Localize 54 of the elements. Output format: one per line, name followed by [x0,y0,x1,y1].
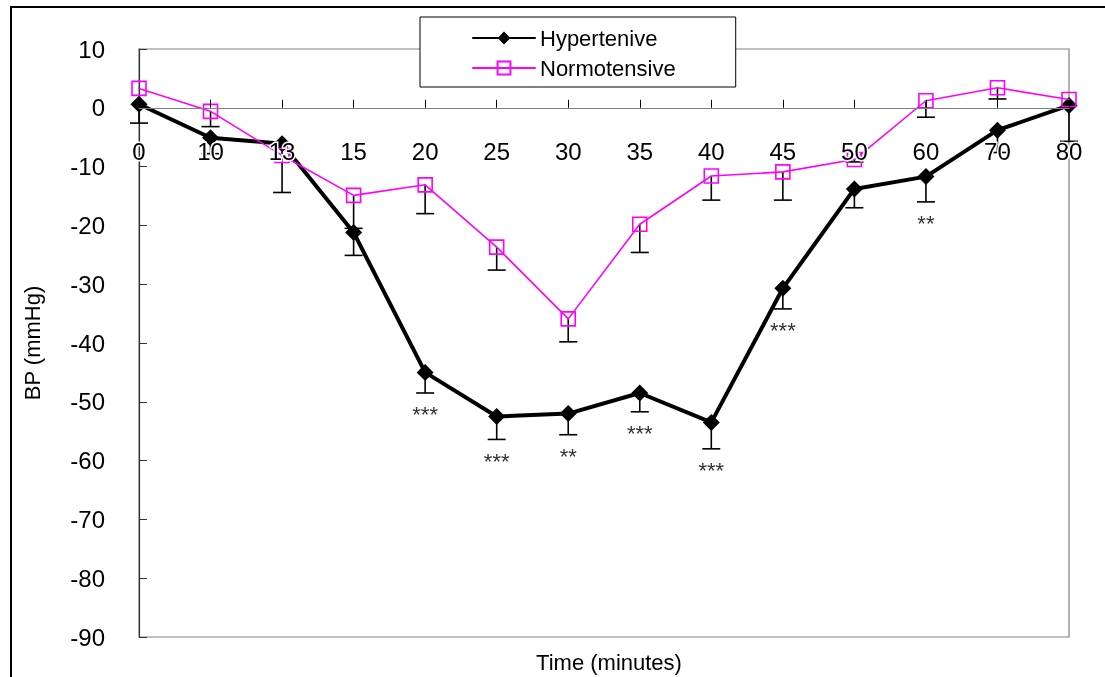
point [488,408,506,425]
point [345,223,363,241]
point [917,168,935,186]
point [488,239,505,255]
point [845,180,863,198]
point [560,311,577,327]
annotation: *** [626,421,654,447]
legend-label: Normotensive [540,55,676,81]
point [989,80,1006,96]
x-tick-label: 60 [912,138,940,166]
y-axis-title: BP (mmHg) [19,285,45,401]
point [131,80,147,97]
point [130,95,148,113]
point [345,187,362,204]
point [1061,91,1077,108]
point [417,177,433,193]
x-tick-label: 45 [769,138,797,166]
annotation: *** [698,458,725,484]
annotation: *** [412,402,439,428]
annotation: *** [483,448,510,474]
point [775,164,791,180]
point [631,216,648,233]
y-tick-label: -30 [70,270,105,298]
y-tick-label: -80 [70,564,105,592]
point [988,121,1006,139]
x-tick-label: 80 [1055,138,1083,166]
y-tick-label: -10 [70,153,105,181]
point [559,405,577,423]
y-tick-label: -90 [70,623,105,651]
y-tick-label: -50 [70,388,105,416]
x-axis-title: Time (minutes) [536,649,682,675]
y-tick-label: -70 [70,505,105,533]
point [774,279,792,297]
y-tick-label: -40 [70,329,105,357]
x-tick-label: 15 [340,138,367,166]
point [416,363,434,381]
point [631,384,649,402]
y-tick-label: -60 [70,447,105,475]
y-tick-label: 0 [91,94,105,122]
x-tick-label: 40 [697,138,725,166]
point [702,413,720,431]
x-tick-label: 25 [483,138,511,166]
y-tick-label: -20 [70,211,105,239]
point [202,103,219,120]
x-tick-label: 20 [411,138,439,166]
annotation: ** [559,444,578,470]
x-tick-label: 30 [554,138,582,166]
point [918,92,934,109]
x-tick-label: 35 [626,138,654,166]
point [703,168,720,184]
legend-label: Hypertenive [540,25,658,51]
annotation: *** [770,318,797,344]
annotation: ** [917,211,935,237]
y-tick-label: 10 [78,35,105,63]
